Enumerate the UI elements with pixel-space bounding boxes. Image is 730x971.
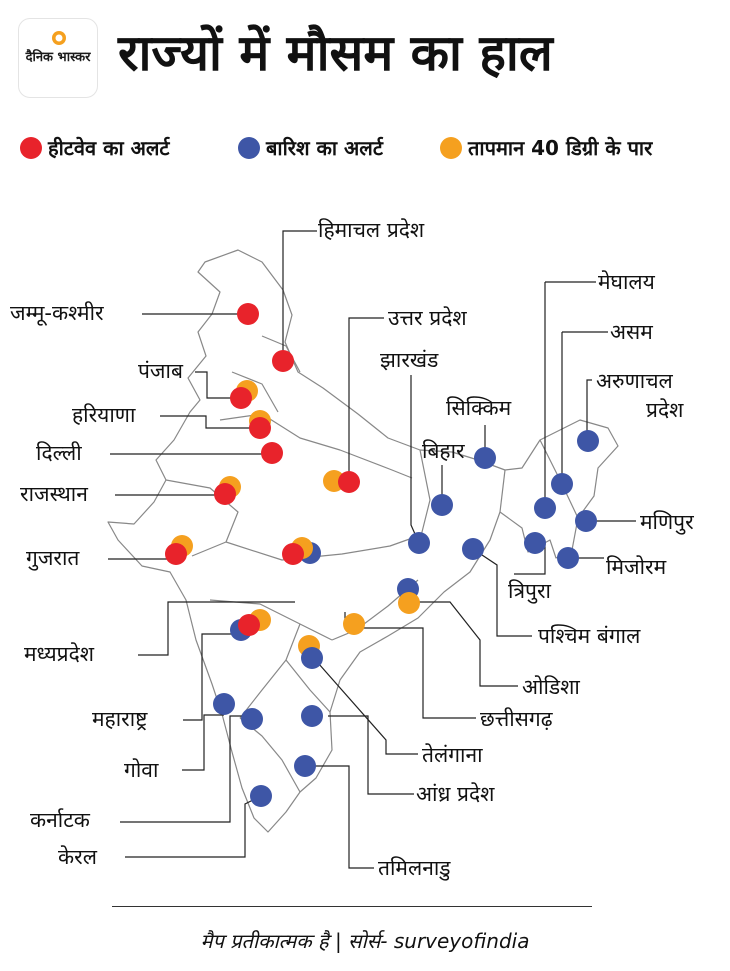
sun-logo-icon (52, 31, 66, 45)
label-delhi: दिल्ली (36, 441, 82, 465)
marker-himachal-heatwave (272, 350, 294, 372)
marker-maharashtra-heatwave (238, 614, 260, 636)
label-meghalaya: मेघालय (598, 270, 655, 294)
label-kerala: केरल (58, 845, 97, 869)
marker-delhi-heatwave (261, 442, 283, 464)
legend-label-heatwave: हीटवेव का अलर्ट (48, 136, 170, 160)
label-up: उत्तर प्रदेश (388, 306, 467, 330)
leader-lines (108, 230, 636, 869)
legend-item-temp40: तापमान 40 डिग्री के पार (440, 133, 652, 163)
label-arunachal-line2: प्रदेश (646, 398, 684, 422)
marker-chhattisgarh-rain (301, 647, 323, 669)
marker-meghalaya-rain (534, 497, 556, 519)
label-arunachal-line1: अरुणाचल (596, 369, 673, 393)
marker-westbengal-temp40 (398, 592, 420, 614)
marker-up-heatwave (338, 471, 360, 493)
red-dot-icon (20, 136, 42, 159)
label-mp: मध्यप्रदेश (24, 642, 95, 666)
marker-andhra-rain (301, 705, 323, 727)
marker-sikkim-rain (474, 447, 496, 469)
label-mizoram: मिजोरम (606, 555, 667, 579)
marker-rajasthan-heatwave (214, 483, 236, 505)
label-assam: असम (610, 320, 653, 344)
marker-odisha-temp40 (343, 613, 365, 635)
marker-westbengal-rain-1 (462, 538, 484, 560)
label-rajasthan: राजस्थान (20, 482, 88, 506)
marker-karnataka-rain (241, 708, 263, 730)
label-gujarat: गुजरात (26, 546, 80, 570)
legend-label-temp40: तापमान 40 डिग्री के पार (468, 136, 653, 160)
alert-markers (165, 303, 599, 807)
marker-tripura-rain (524, 532, 546, 554)
marker-haryana-heatwave (249, 417, 271, 439)
marker-tamilnadu-rain (294, 755, 316, 777)
label-westbengal: पश्चिम बंगाल (538, 624, 641, 648)
marker-kerala-rain (250, 785, 272, 807)
label-himachal: हिमाचल प्रदेश (318, 218, 425, 242)
label-jk: जम्मू-कश्मीर (10, 301, 104, 325)
label-maharashtra: महाराष्ट्र (92, 707, 148, 731)
orange-dot-icon (440, 136, 462, 159)
legend-item-heatwave: हीटवेव का अलर्ट (20, 133, 170, 163)
label-tripura: त्रिपुरा (508, 579, 551, 603)
marker-jk-heatwave (237, 303, 259, 325)
marker-bihar-rain (431, 494, 453, 516)
label-odisha: ओडिशा (522, 675, 580, 699)
label-karnataka: कर्नाटक (30, 808, 90, 832)
label-tamilnadu: तमिलनाडु (378, 856, 451, 880)
marker-mp-heatwave (282, 543, 304, 565)
legend-item-rain: बारिश का अलर्ट (238, 133, 383, 163)
marker-goa-rain (213, 693, 235, 715)
marker-assam-rain (551, 473, 573, 495)
label-goa: गोवा (124, 758, 159, 782)
label-bihar: बिहार (422, 439, 465, 463)
label-punjab: पंजाब (138, 359, 183, 383)
logo-text: दैनिक भास्कर (25, 50, 91, 65)
source-note: मैप प्रतीकात्मक है | सोर्स- surveyofindi… (200, 929, 530, 953)
blue-dot-icon (238, 136, 260, 159)
label-jharkhand: झारखंड (380, 348, 439, 372)
label-haryana: हरियाणा (72, 403, 136, 427)
marker-arunachal-rain (577, 430, 599, 452)
label-manipur: मणिपुर (640, 510, 694, 534)
label-chhattisgarh: छत्तीसगढ़ (480, 707, 553, 731)
label-sikkim: सिक्किम (446, 396, 512, 420)
dainik-bhaskar-logo: दैनिक भास्कर (18, 18, 98, 98)
page-title: राज्यों में मौसम का हाल (118, 24, 553, 82)
marker-jharkhand-rain (408, 532, 430, 554)
marker-gujarat-heatwave (165, 543, 187, 565)
label-andhra: आंध्र प्रदेश (416, 782, 495, 806)
footer-divider (112, 906, 592, 907)
marker-manipur-rain (575, 510, 597, 532)
marker-punjab-heatwave (230, 387, 252, 409)
label-telangana: तेलंगाना (422, 743, 483, 767)
marker-mizoram-rain (557, 547, 579, 569)
legend-label-rain: बारिश का अलर्ट (266, 136, 383, 160)
